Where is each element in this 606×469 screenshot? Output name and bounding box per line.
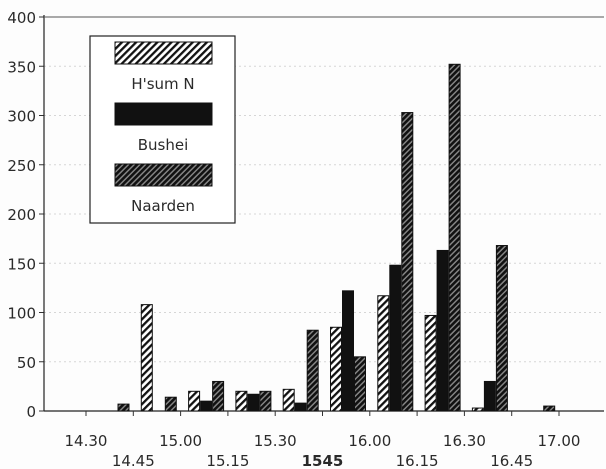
bar-naarden <box>164 396 177 412</box>
x-tick-label: 17.00 <box>538 432 581 450</box>
bar-bushei <box>247 393 260 412</box>
y-tick-label: 0 <box>26 403 36 421</box>
y-tick-label: 50 <box>17 354 36 372</box>
bar-naarden <box>259 390 272 412</box>
x-tick-label: 14.45 <box>112 452 155 469</box>
y-tick-label: 400 <box>7 9 36 27</box>
y-tick-label: 200 <box>7 206 36 224</box>
y-tick-label: 250 <box>7 157 36 175</box>
legend-label: Naarden <box>131 197 195 215</box>
y-tick-label: 300 <box>7 108 36 126</box>
bars <box>117 63 556 412</box>
axes <box>39 15 604 416</box>
bar-h-sum-n <box>424 314 437 412</box>
bar-h-sum-n <box>282 388 295 412</box>
x-tick-label: 15.15 <box>206 452 249 469</box>
bar-naarden <box>117 403 130 412</box>
x-tick-label: 16.30 <box>443 432 486 450</box>
bar-h-sum-n <box>140 304 153 412</box>
bar-bushei <box>436 249 449 412</box>
legend-box <box>89 35 236 224</box>
bar-bushei <box>389 264 402 412</box>
bar-naarden <box>212 380 225 412</box>
x-tick-label: 15.00 <box>159 432 202 450</box>
legend-label: H'sum N <box>131 75 194 93</box>
bar-h-sum-n <box>471 407 484 412</box>
bar-naarden <box>448 63 461 412</box>
bar-naarden <box>401 112 414 412</box>
y-tick-label: 350 <box>7 58 36 76</box>
bar-bushei <box>294 402 307 412</box>
bar-naarden <box>306 329 319 412</box>
bar-h-sum-n <box>188 390 201 412</box>
bar-naarden <box>543 405 556 412</box>
tick-labels: 05010015020025030035040014.3014.4515.001… <box>7 9 580 469</box>
bar-h-sum-n <box>330 326 342 412</box>
x-tick-label: 1545 <box>302 452 344 469</box>
legend-label: Bushei <box>138 136 189 154</box>
legend-swatch <box>114 41 213 65</box>
bar-naarden <box>354 356 366 412</box>
legend-swatch <box>114 163 213 187</box>
bar-h-sum-n <box>235 390 248 412</box>
bar-naarden <box>495 245 508 412</box>
x-tick-label: 16.45 <box>490 452 533 469</box>
bar-bushei <box>342 290 354 412</box>
bar-h-sum-n <box>377 295 390 412</box>
legend: H'sum N Bushei Naarden <box>89 35 236 224</box>
x-tick-label: 16.00 <box>348 432 391 450</box>
y-tick-label: 100 <box>7 305 36 323</box>
legend-swatch <box>114 102 213 126</box>
bar-bushei <box>483 380 496 412</box>
bar-bushei <box>200 400 213 412</box>
x-tick-label: 14.30 <box>65 432 108 450</box>
x-tick-label: 16.15 <box>396 452 439 469</box>
x-tick-label: 15.30 <box>254 432 297 450</box>
y-tick-label: 150 <box>7 255 36 273</box>
